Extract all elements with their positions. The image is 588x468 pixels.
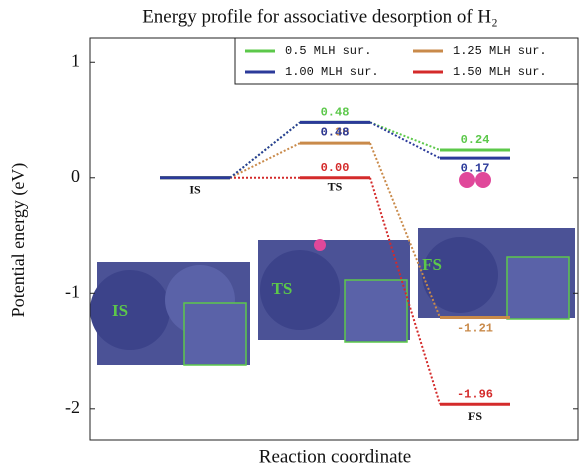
- y-tick-label: -2: [65, 397, 80, 417]
- ts-inset: [344, 279, 408, 343]
- snapshot-label: FS: [422, 255, 442, 274]
- value-label: -1.21: [457, 322, 493, 336]
- fs-inset: [506, 256, 570, 320]
- legend-label: 1.50 MLH sur.: [453, 65, 547, 79]
- connector: [369, 142, 441, 318]
- y-tick-label: 0: [71, 166, 80, 186]
- value-label: 0.00: [321, 161, 350, 175]
- value-label: 0.48: [321, 125, 350, 139]
- value-label: -1.96: [457, 387, 493, 401]
- atom: [90, 270, 170, 350]
- chart-title: Energy profile for associative desorptio…: [142, 6, 498, 27]
- connector: [229, 142, 301, 179]
- legend-label: 0.5 MLH sur.: [285, 44, 371, 58]
- connector: [369, 177, 441, 405]
- is-inset: [183, 302, 247, 366]
- legend-label: 1.00 MLH sur.: [285, 65, 379, 79]
- category-label: TS: [328, 180, 343, 194]
- y-tick-label: 1: [71, 50, 80, 70]
- connector: [369, 121, 441, 151]
- legend-box: [234, 37, 579, 85]
- snapshot-label: IS: [112, 301, 128, 320]
- legend-label: 1.25 MLH sur.: [453, 44, 547, 58]
- value-label: 0.48: [321, 105, 350, 119]
- atom: [422, 237, 498, 313]
- connector: [369, 121, 441, 160]
- value-label: 0.24: [461, 133, 490, 147]
- value-label: 0.30: [321, 125, 350, 139]
- h2-atom: [459, 172, 475, 188]
- snapshots: IS TS FS: [90, 172, 575, 366]
- snapshot-label: TS: [272, 279, 293, 298]
- y-tick-label: -1: [65, 281, 80, 301]
- atom: [314, 239, 326, 251]
- category-label: FS: [468, 409, 482, 423]
- y-axis-label: Potential energy (eV): [8, 163, 29, 318]
- connector: [229, 121, 301, 179]
- x-axis-label: Reaction coordinate: [259, 446, 411, 467]
- legend: 0.5 MLH sur. 1.00 MLH sur. 1.25 MLH sur. 1.…: [234, 37, 579, 85]
- atom: [260, 250, 340, 330]
- h2-atom: [475, 172, 491, 188]
- value-label: 0.17: [461, 161, 490, 175]
- category-label: IS: [189, 183, 201, 197]
